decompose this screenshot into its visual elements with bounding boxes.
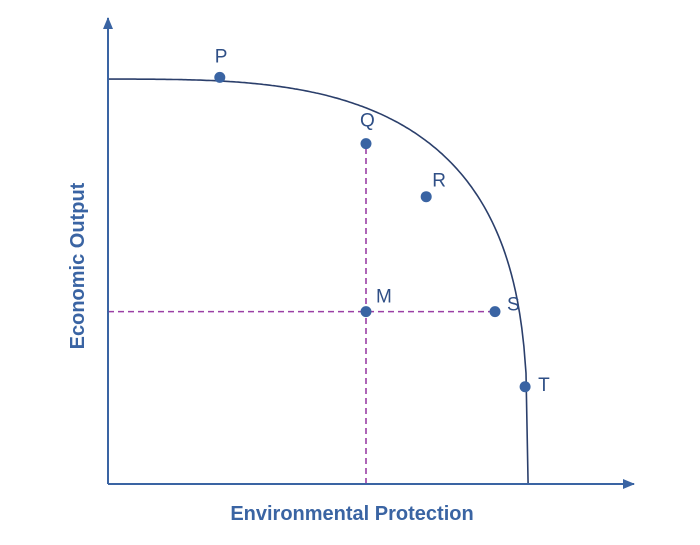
x-axis-title: Environmental Protection — [230, 503, 473, 525]
point-label-q: Q — [360, 111, 375, 132]
point-r — [420, 191, 432, 203]
point-q — [360, 138, 372, 150]
point-label-m: M — [376, 287, 392, 308]
point-t — [519, 381, 531, 393]
guide-lines — [108, 143, 495, 484]
point-label-p: P — [215, 46, 228, 67]
point-label-r: R — [432, 171, 446, 192]
point-s — [489, 306, 501, 318]
y-axis-title: Economic Output — [67, 182, 89, 349]
point-p — [214, 71, 226, 83]
point-m — [360, 306, 372, 318]
data-points: P Q R S T M — [214, 46, 550, 396]
ppf-curve — [108, 78, 529, 485]
point-label-s: S — [507, 295, 520, 316]
point-label-t: T — [538, 375, 550, 396]
